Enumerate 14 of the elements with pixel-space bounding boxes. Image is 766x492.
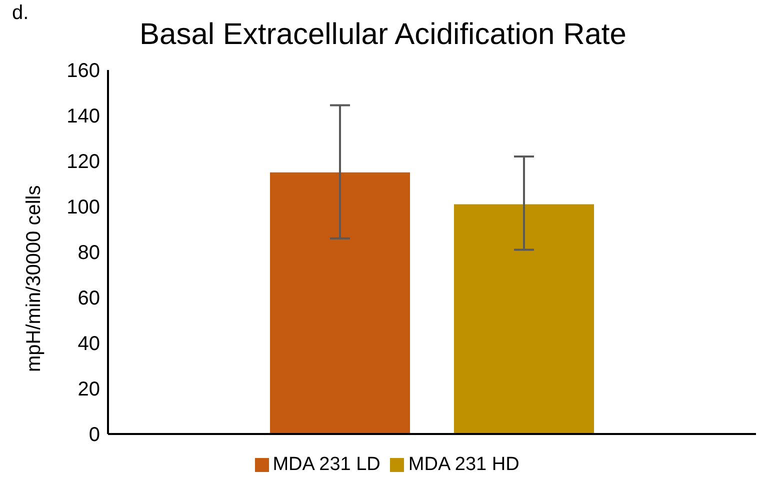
legend-label: MDA 231 HD bbox=[408, 454, 520, 475]
y-tick-label: 80 bbox=[78, 242, 100, 264]
y-tick-label: 160 bbox=[66, 60, 100, 82]
y-tick-label: 40 bbox=[78, 333, 100, 356]
y-tick-label: 100 bbox=[66, 196, 100, 219]
y-tick-label: 0 bbox=[88, 424, 100, 446]
y-tick-label: 60 bbox=[78, 288, 100, 310]
legend-label: MDA 231 LD bbox=[272, 454, 380, 475]
chart-title: Basal Extracellular Acidification Rate bbox=[140, 18, 626, 51]
y-tick-label: 20 bbox=[78, 378, 100, 401]
y-tick-label: 140 bbox=[66, 106, 100, 128]
y-tick-label: 120 bbox=[66, 151, 100, 174]
text: d. bbox=[12, 2, 29, 25]
y-axis-title: mpH/min/30000 cells bbox=[23, 185, 46, 372]
